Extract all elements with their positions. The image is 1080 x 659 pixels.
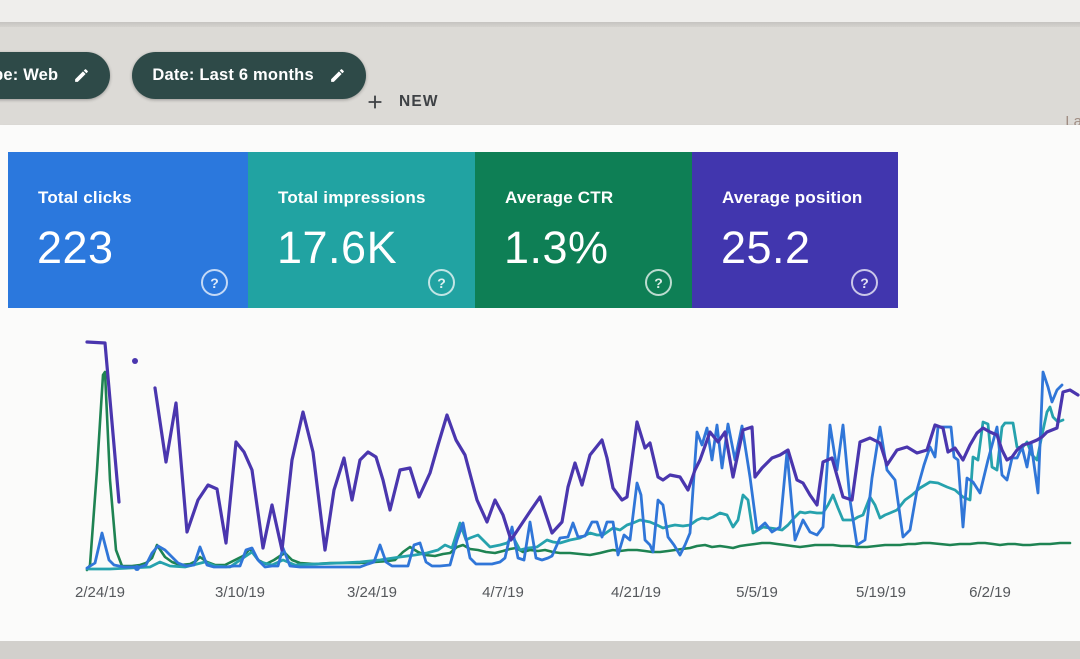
- x-axis-label: 3/10/19: [214, 584, 266, 601]
- help-question-icon[interactable]: ?: [201, 269, 228, 296]
- filter-chip-label: type: Web: [0, 66, 59, 84]
- x-axis-label: 3/24/19: [346, 584, 398, 601]
- x-axis-label: 5/5/19: [736, 584, 778, 601]
- help-question-icon[interactable]: ?: [645, 269, 672, 296]
- x-axis-label: 6/2/19: [969, 584, 1011, 601]
- metric-card-average-ctr[interactable]: Average CTR 1.3%?: [475, 152, 692, 308]
- new-filter-button[interactable]: NEW: [364, 91, 439, 113]
- x-axis-label: 2/24/19: [74, 584, 126, 601]
- x-axis-label: 4/7/19: [482, 584, 524, 601]
- metric-card-average-position[interactable]: Average position 25.2?: [692, 152, 898, 308]
- header-divider: [0, 22, 1080, 27]
- screen-top-strip: [0, 0, 1080, 22]
- screen-bottom-strip: [0, 641, 1080, 659]
- performance-panel: Total clicks 223? Total impressions 17.6K? A…: [0, 125, 1080, 641]
- edit-pencil-icon[interactable]: [73, 67, 90, 84]
- x-axis-label: 4/21/19: [610, 584, 662, 601]
- metric-card-label: Total impressions: [278, 188, 426, 207]
- plus-icon: [364, 91, 386, 113]
- new-button-label: NEW: [399, 93, 439, 110]
- metric-card-label: Average position: [722, 188, 863, 207]
- metric-card-value: 1.3%: [504, 222, 609, 273]
- metric-card-label: Total clicks: [38, 188, 132, 207]
- filter-chips-row: type: Web Date: Last 6 months: [0, 52, 366, 99]
- filter-chip-search-type[interactable]: type: Web: [0, 52, 111, 99]
- metric-card-total-impressions[interactable]: Total impressions 17.6K?: [248, 152, 475, 308]
- metric-card-total-clicks[interactable]: Total clicks 223?: [8, 152, 248, 308]
- filter-chip-label: Date: Last 6 months: [152, 66, 314, 84]
- metric-card-value: 17.6K: [277, 222, 398, 273]
- metric-card-value: 223: [37, 222, 114, 273]
- metric-card-value: 25.2: [721, 222, 811, 273]
- filter-chip-date-range[interactable]: Date: Last 6 months: [132, 52, 366, 99]
- metric-card-label: Average CTR: [505, 188, 614, 207]
- x-axis-label: 5/19/19: [855, 584, 907, 601]
- help-question-icon[interactable]: ?: [428, 269, 455, 296]
- edit-pencil-icon[interactable]: [329, 67, 346, 84]
- help-question-icon[interactable]: ?: [851, 269, 878, 296]
